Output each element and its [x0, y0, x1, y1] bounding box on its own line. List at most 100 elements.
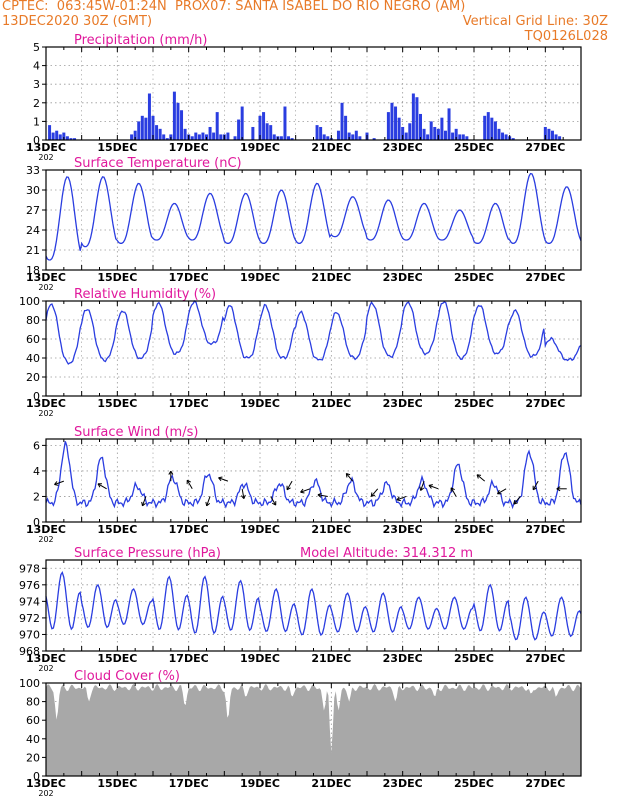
- wind-arrow: [300, 488, 311, 493]
- wind-arrow: [450, 487, 457, 497]
- precip-bar: [287, 136, 291, 140]
- precip-bar: [172, 91, 176, 140]
- precip-bar: [372, 138, 376, 140]
- precip-bar: [283, 106, 287, 140]
- wind-arrow-head: [419, 486, 425, 491]
- precip-bar: [326, 136, 330, 140]
- precip-bar: [73, 138, 77, 140]
- y-tick-label: 27: [26, 204, 40, 217]
- x-tick-label: 17DEC: [169, 397, 209, 410]
- x-tick-label: 13DEC: [26, 271, 66, 284]
- precip-bar: [237, 119, 241, 140]
- precip-bar: [447, 108, 451, 140]
- y-tick-label: 80: [26, 314, 40, 327]
- wind-arrow: [370, 488, 379, 497]
- x-tick-label: 17DEC: [169, 652, 209, 665]
- x-tick-label: 19DEC: [240, 523, 280, 536]
- humidity-series-line: [45, 299, 582, 365]
- panel-annotation: Model Altitude: 314.312 m: [300, 546, 473, 561]
- y-tick-label: 60: [26, 333, 40, 346]
- panel-title: Surface Temperature (nC): [74, 156, 242, 171]
- wind-arrow-head: [532, 485, 537, 491]
- precip-bar: [165, 138, 169, 140]
- x-year-label: 202: [38, 153, 53, 162]
- x-tick-label: 17DEC: [169, 523, 209, 536]
- wind-arrow: [141, 496, 147, 507]
- y-tick-label: 0: [33, 390, 40, 403]
- precip-bar: [290, 138, 294, 140]
- precip-bar: [497, 128, 501, 140]
- precip-bar: [422, 128, 426, 140]
- precip-bar: [397, 117, 401, 140]
- plot-frame: [45, 438, 582, 523]
- wind-arrow: [286, 480, 293, 491]
- precip-bar: [415, 97, 419, 140]
- wind-arrow-head: [286, 485, 291, 491]
- wind-arrow-head: [428, 484, 433, 489]
- y-tick-label: 0: [33, 516, 40, 529]
- precip-bar: [219, 134, 223, 140]
- y-tick-label: 0: [33, 134, 40, 147]
- wind-arrow: [532, 480, 539, 491]
- x-tick-label: 21DEC: [311, 523, 351, 536]
- plot-frame: [45, 169, 582, 271]
- x-tick-label: 25DEC: [454, 652, 494, 665]
- wind-arrow: [186, 479, 193, 490]
- precip-bar: [458, 134, 462, 140]
- precip-bar: [151, 115, 155, 140]
- y-tick-label: 974: [19, 595, 40, 608]
- plot-frame: [45, 559, 582, 652]
- x-tick-label: 27DEC: [525, 397, 565, 410]
- wind-arrow-head: [54, 481, 59, 486]
- x-tick-label: 13DEC: [26, 652, 66, 665]
- x-tick-label: 25DEC: [454, 141, 494, 154]
- temperature-series-line: [45, 172, 582, 261]
- y-tick-label: 40: [26, 733, 40, 746]
- x-tick-label: 17DEC: [169, 777, 209, 790]
- x-tick-label: 25DEC: [454, 271, 494, 284]
- precip-bar: [265, 123, 269, 140]
- precip-bar: [408, 123, 412, 140]
- header-line-3-right: TQ0126L028: [524, 29, 608, 44]
- pressure-series-line: [45, 571, 582, 641]
- panel-title: Cloud Cover (%): [74, 669, 180, 684]
- precip-bar: [155, 125, 159, 140]
- precip-bar: [436, 128, 440, 140]
- precip-bar: [347, 132, 351, 140]
- x-tick-label: 19DEC: [240, 397, 280, 410]
- precip-bar: [233, 136, 237, 140]
- y-tick-label: 6: [33, 439, 40, 452]
- y-tick-label: 970: [19, 628, 40, 641]
- y-tick-label: 18: [26, 264, 40, 277]
- precip-bar: [461, 134, 465, 140]
- wind-arrow: [270, 496, 277, 506]
- x-tick-label: 15DEC: [97, 523, 137, 536]
- precip-bar: [451, 132, 455, 140]
- x-tick-label: 13DEC: [26, 141, 66, 154]
- wind-arrow-head: [345, 473, 351, 478]
- precip-bar: [504, 134, 508, 140]
- wind-arrow: [513, 496, 521, 505]
- header-line-1: CPTEC: 063:45W-01:24N PROX07: SANTA ISAB…: [2, 0, 466, 14]
- x-tick-label: 15DEC: [97, 397, 137, 410]
- precip-bar: [180, 110, 184, 140]
- y-tick-label: 3: [33, 78, 40, 91]
- precip-bar: [322, 134, 326, 140]
- wind-arrow-head: [556, 486, 561, 492]
- precip-bar: [190, 136, 194, 140]
- precip-bar: [354, 130, 358, 140]
- precip-bar: [319, 126, 323, 140]
- precip-bar: [51, 132, 55, 140]
- precip-bar: [429, 121, 433, 140]
- y-tick-label: 20: [26, 751, 40, 764]
- y-tick-label: 2: [33, 97, 40, 110]
- wind-arrow-head: [497, 490, 502, 495]
- x-year-label: 202: [38, 283, 53, 292]
- y-tick-label: 5: [33, 41, 40, 54]
- wind-arrow-head: [317, 492, 322, 498]
- precip-bar: [48, 125, 52, 140]
- precip-bar: [201, 132, 205, 140]
- precip-bar: [215, 112, 219, 140]
- wind-arrow-head: [240, 494, 246, 499]
